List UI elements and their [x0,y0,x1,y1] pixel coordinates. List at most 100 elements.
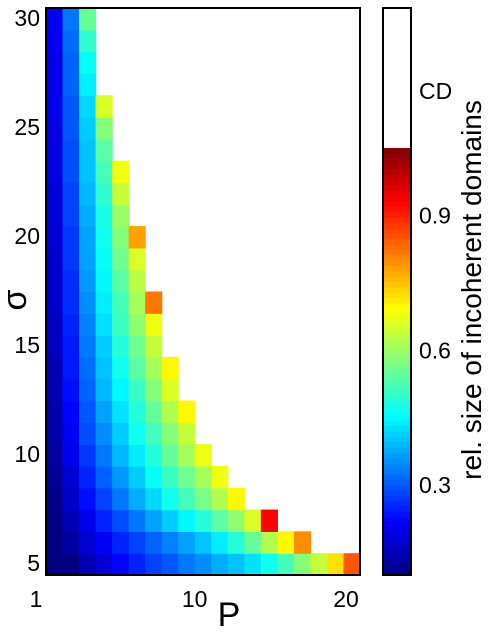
colorbar-step [383,569,411,576]
colorbar-step [383,532,411,539]
heatmap-cell [46,138,64,162]
heatmap-cell [277,553,295,576]
heatmap-cell [326,553,345,576]
colorbar-step [383,164,411,170]
colorbar-step [383,238,411,245]
colorbar-step [383,446,411,453]
heatmap-cell [161,378,179,402]
heatmap-cell [128,247,146,271]
heatmap-cell [293,553,312,576]
heatmap-cell [79,204,97,227]
heatmap-cell [62,356,80,380]
heatmap-cell [178,422,196,445]
heatmap-cell [128,487,146,511]
heatmap-cell [145,444,163,467]
heatmap-cell [128,465,146,489]
heatmap-cell [112,160,130,184]
heatmap-cell [227,531,245,554]
heatmap-cell [79,160,97,184]
heatmap-cell [128,335,146,358]
colorbar-step [383,233,411,240]
heatmap-cell [227,487,245,511]
colorbar-step [383,302,411,309]
heatmap-cell [112,465,130,489]
heatmap-cell [244,553,262,576]
heatmap-cell [145,378,163,402]
colorbar-step [383,366,411,373]
heatmap-cell [128,553,146,576]
colorbar-step [383,196,411,202]
colorbar-step [383,329,411,336]
heatmap-cell [112,226,130,249]
heatmap-cell [95,335,113,358]
heatmap-cell [95,160,113,184]
heatmap-cell [79,487,97,511]
heatmap-cell [62,335,80,358]
heatmap-cell [95,291,113,314]
heatmap-cell [95,138,113,162]
heatmap-cell [244,509,262,532]
heatmap-cell [79,269,97,293]
colorbar-step [383,537,411,544]
heatmap-cell [211,509,229,532]
colorbar-step [383,382,411,389]
colorbar-step [383,270,411,277]
colorbar-step [383,222,411,229]
colorbar-step [383,500,411,507]
heatmap-cell [161,553,179,576]
heatmap-cell [194,487,212,511]
colorbar-step [383,340,411,347]
colorbar-step [383,372,411,379]
colorbar-step [383,548,411,555]
heatmap-cell [161,509,179,532]
colorbar-step [383,468,411,475]
heatmap-cell [62,509,80,532]
y-tick-label: 10 [14,441,40,467]
colorbar-step [383,420,411,427]
heatmap-cell [79,73,97,96]
y-ticks: 5 10 15 20 25 30 [14,5,40,576]
heatmap-cell [128,378,146,402]
y-axis-label: σ [0,289,34,310]
x-tick-label: 1 [30,586,43,612]
heatmap-cell [145,531,163,554]
colorbar-step [383,249,411,256]
heatmap-cell [62,247,80,271]
colorbar-step [383,510,411,517]
heatmap-cell [194,465,212,489]
colorbar-tick-label: 0.6 [419,337,451,363]
heatmap-cell [46,247,64,271]
colorbar-step [383,473,411,480]
heatmap-cell [128,531,146,554]
heatmap-cell [112,313,130,336]
heatmap-cell [79,465,97,489]
colorbar-step [383,158,411,165]
colorbar-step [383,564,411,571]
colorbar-step [383,201,411,208]
heatmap-cell [46,531,64,554]
heatmap-cell [128,356,146,380]
colorbar-step [383,313,411,320]
heatmap-cell [194,553,212,576]
colorbar-step [383,281,411,288]
heatmap-cell [194,444,212,467]
heatmap-cell [46,553,64,576]
heatmap-cell [112,356,130,380]
colorbar-step [383,452,411,459]
heatmap-cell [211,531,229,554]
heatmap-cell [95,226,113,249]
heatmap-cell [62,422,80,445]
colorbar-step [383,425,411,432]
heatmap-cell [161,400,179,423]
colorbar-step [383,185,411,192]
colorbar-gradient [383,148,411,576]
heatmap-cell [145,487,163,511]
heatmap-cell [79,313,97,336]
heatmap-cell [62,73,80,96]
colorbar-step [383,190,411,197]
colorbar-step [383,212,411,218]
heatmap-cell [343,553,361,576]
heatmap-cell [128,400,146,423]
heatmap-cell [112,182,130,205]
heatmap-cell [46,335,64,358]
